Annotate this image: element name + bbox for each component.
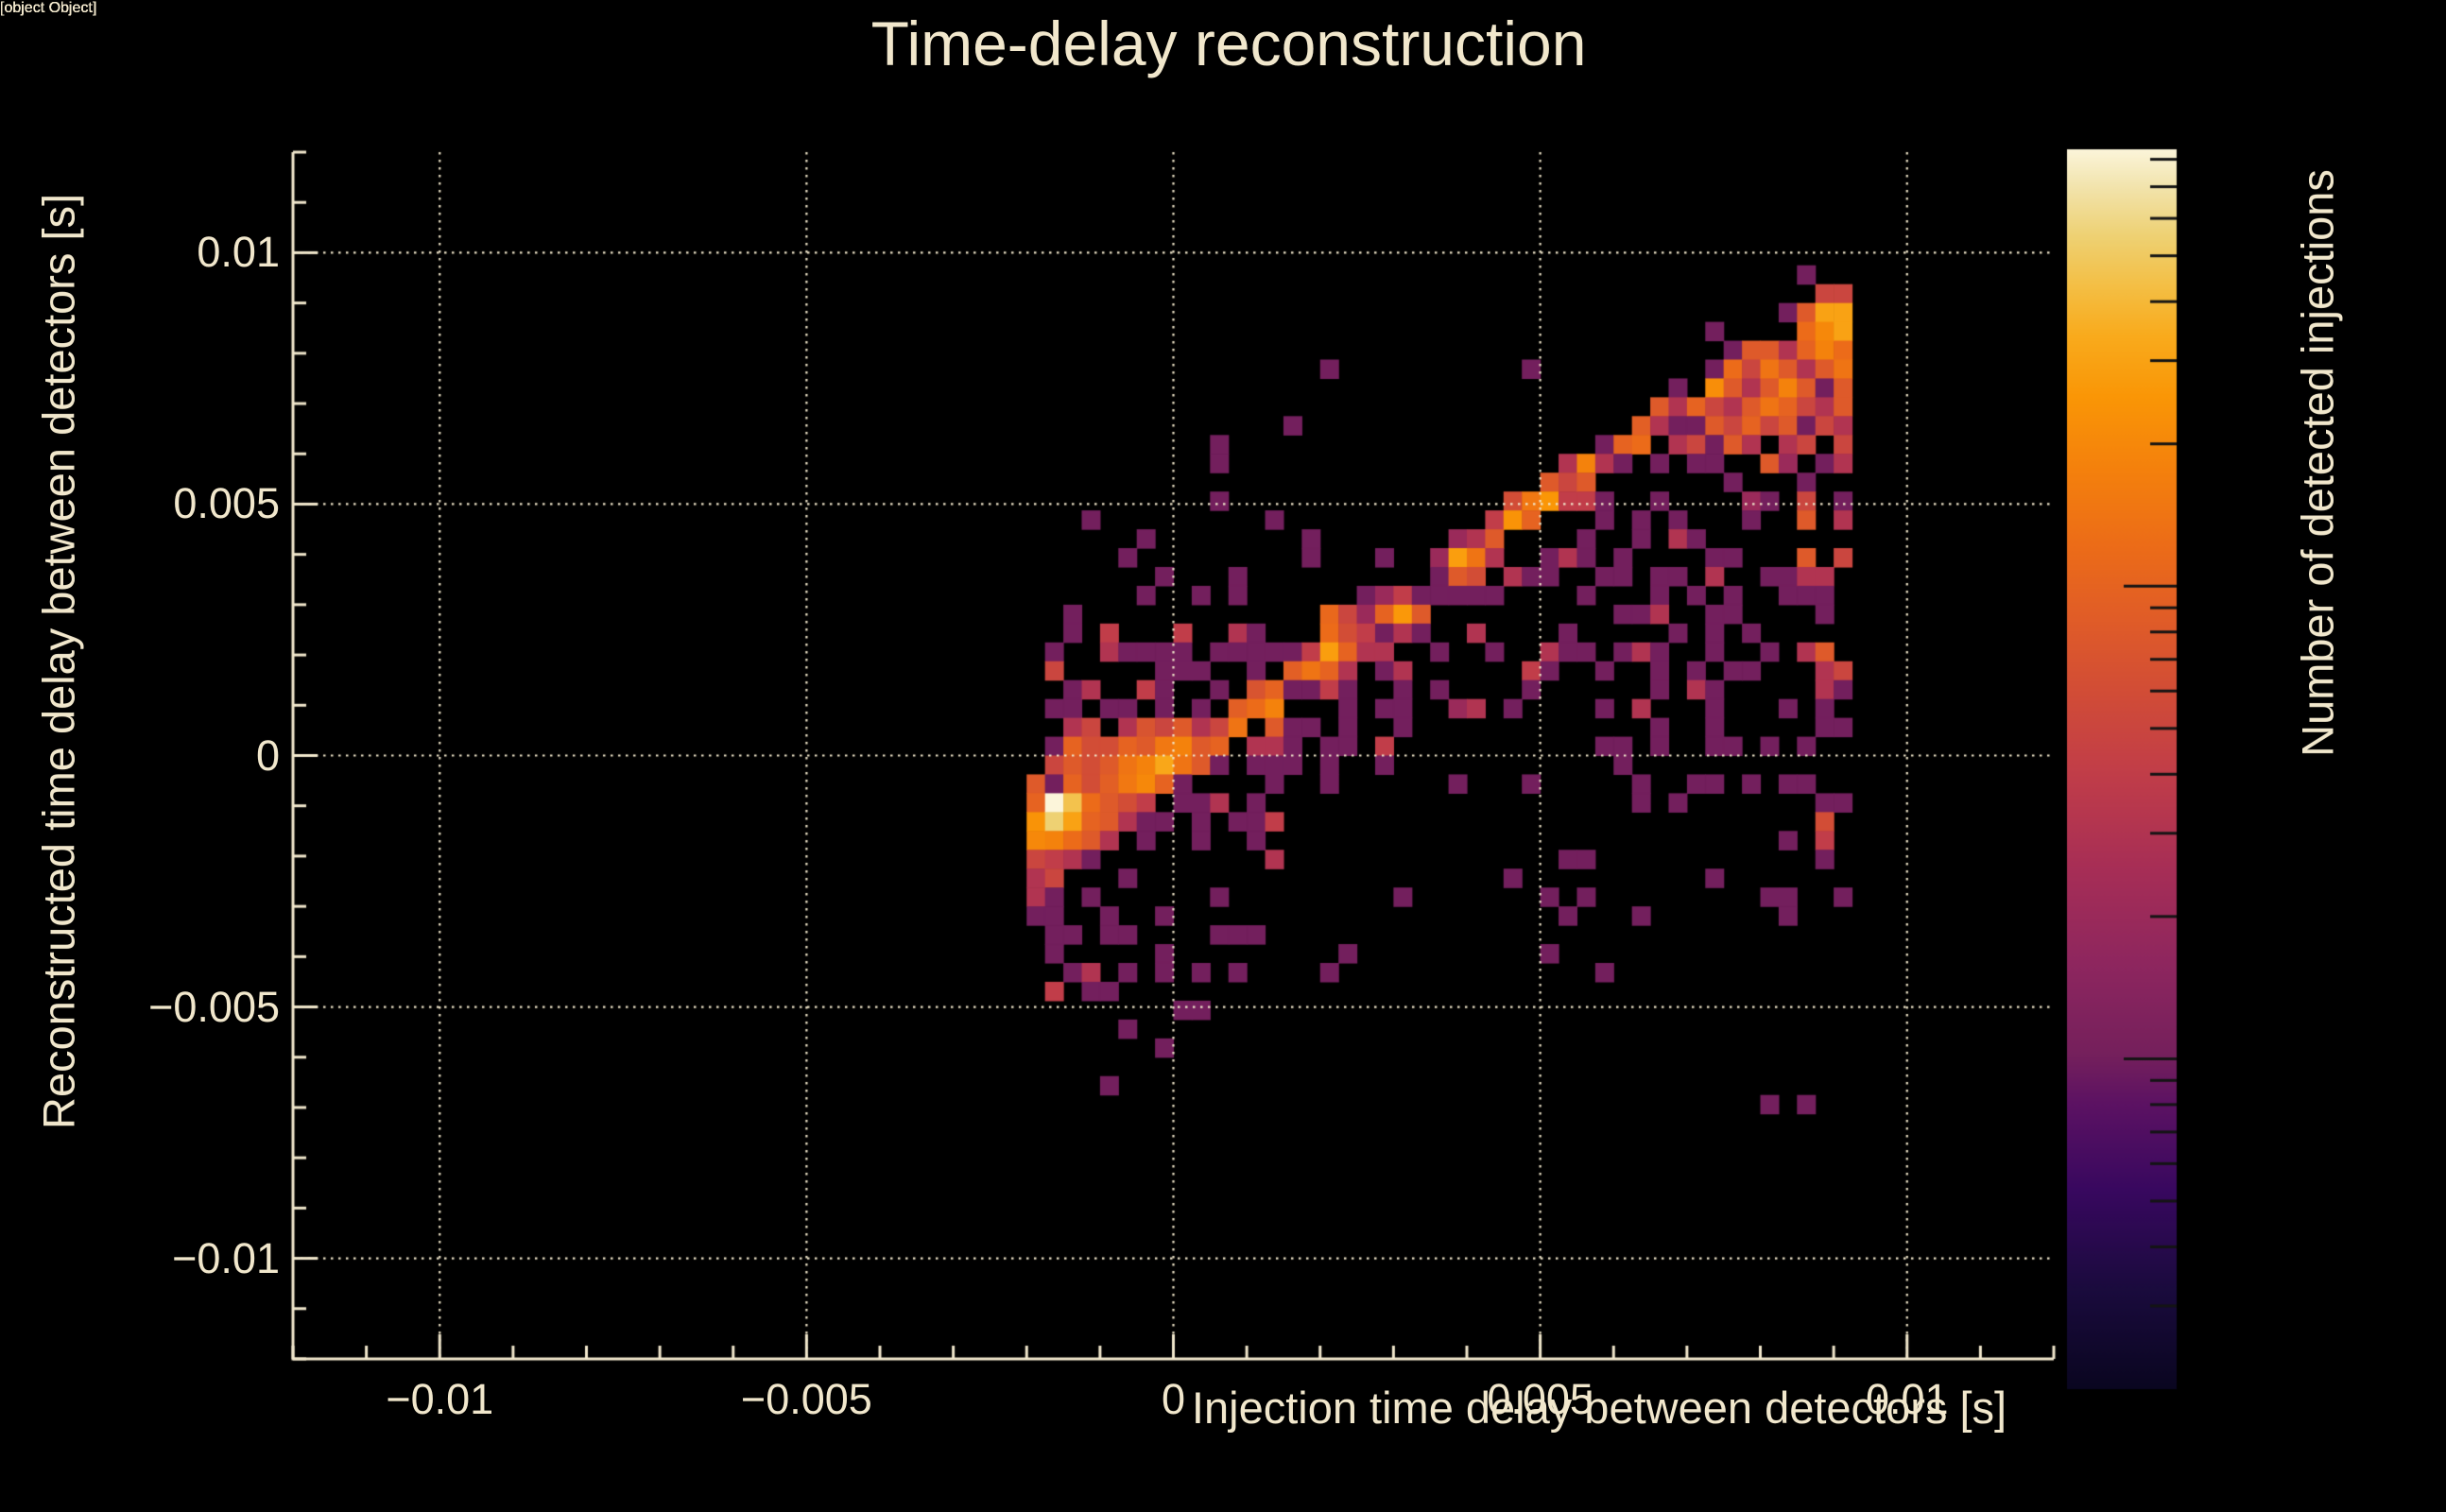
2: [object Object] [0,0,97,16]
x-tick-label: 0.005 [1487,1375,1593,1423]
2×10⁻¹: [object Object] [0,0,97,16]
3: [object Object] [0,0,97,16]
y-tick-label: −0.01 [172,1233,280,1282]
x-axis-label: Injection time delay between detectors [… [1191,1383,2007,1433]
1: [object Object] [0,0,97,16]
colorbar-label: Number of detected injections [2292,169,2343,757]
y-tick-label: 0 [255,730,280,780]
x-tick-label: 0 [1161,1375,1186,1423]
3×10⁻¹: [object Object] [0,0,97,16]
30: [object Object] [0,0,97,16]
4: [object Object] [0,0,97,16]
y-tick-label: 0.01 [197,228,280,277]
x-tick-label: −0.01 [386,1375,494,1423]
x-tick-label: −0.005 [740,1375,872,1423]
x-tick-label: 0.01 [1865,1375,1949,1423]
plot-title: Time-delay reconstruction [870,9,1587,78]
10: [object Object] [0,0,97,16]
20: [object Object] [0,0,97,16]
y-tick-label: 0.005 [173,479,280,528]
y-tick-label: −0.005 [148,982,280,1031]
40: [object Object] [0,0,97,16]
